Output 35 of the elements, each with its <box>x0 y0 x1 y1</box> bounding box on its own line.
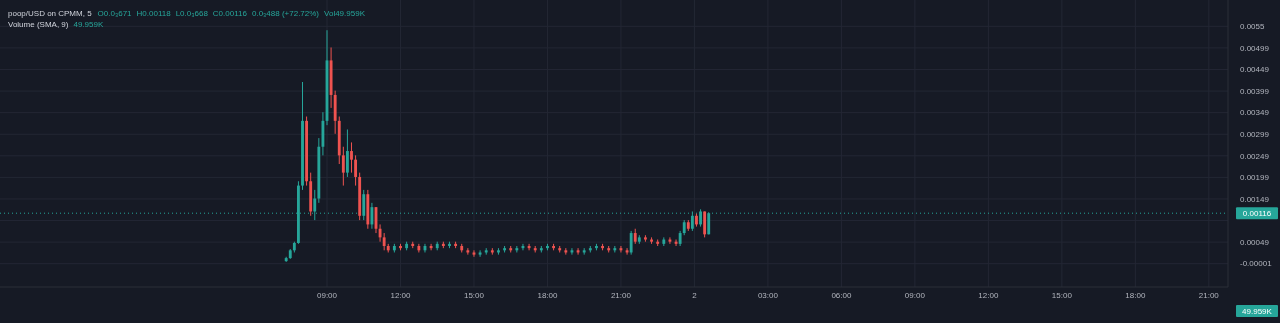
x-tick-label: 06:00 <box>831 291 852 300</box>
y-tick-label: 0.00249 <box>1240 151 1270 161</box>
annotation: C0.00116 <box>212 9 248 18</box>
y-tick-label: -0.00001 <box>1240 259 1273 269</box>
x-tick-label: 15:00 <box>1051 291 1073 300</box>
y-tick-label: 0.00049 <box>1240 237 1270 247</box>
annotation: L0.0₃668 <box>175 9 209 18</box>
x-tick-label: 2 <box>692 291 698 300</box>
x-tick-label: 15:00 <box>463 291 485 300</box>
text: 49.959K <box>1242 306 1273 316</box>
annotation: Volume (SMA, 9) <box>8 20 69 29</box>
x-tick-label: 21:00 <box>1198 291 1220 300</box>
ref-line-label: 0.00116 <box>1242 209 1272 218</box>
annotation: Vol49.959K <box>324 9 366 18</box>
y-tick-label: 0.0055 <box>1240 22 1266 32</box>
y-tick-label: 0.00499 <box>1240 43 1270 53</box>
y-tick-label: 0.00199 <box>1240 173 1270 183</box>
x-tick-label: 03:00 <box>757 291 779 300</box>
x-tick-label: 12:00 <box>390 291 412 300</box>
y-tick-label: 0.00299 <box>1240 130 1270 140</box>
y-tick-label: 0.00449 <box>1240 65 1270 75</box>
annotation: O0.0₃671 <box>97 9 133 18</box>
y-tick-label: 0.00399 <box>1240 86 1270 96</box>
x-tick-label: 21:00 <box>610 291 632 300</box>
y-tick-label: 0.00149 <box>1240 194 1270 204</box>
annotation: H0.00118 <box>136 9 172 18</box>
x-tick-label: 18:00 <box>1125 291 1146 300</box>
x-tick-label: 09:00 <box>316 291 338 300</box>
annotation: 49.959K <box>73 20 104 29</box>
x-tick-label: 18:00 <box>537 291 559 300</box>
text: poop/USD on CPMM, 5 <box>8 9 92 18</box>
x-tick-label: 09:00 <box>904 291 926 300</box>
y-tick-label: 0.00349 <box>1240 108 1270 118</box>
x-tick-label: 12:00 <box>978 291 999 300</box>
annotation: 0.0₃488 (+72.72%) <box>251 9 320 18</box>
